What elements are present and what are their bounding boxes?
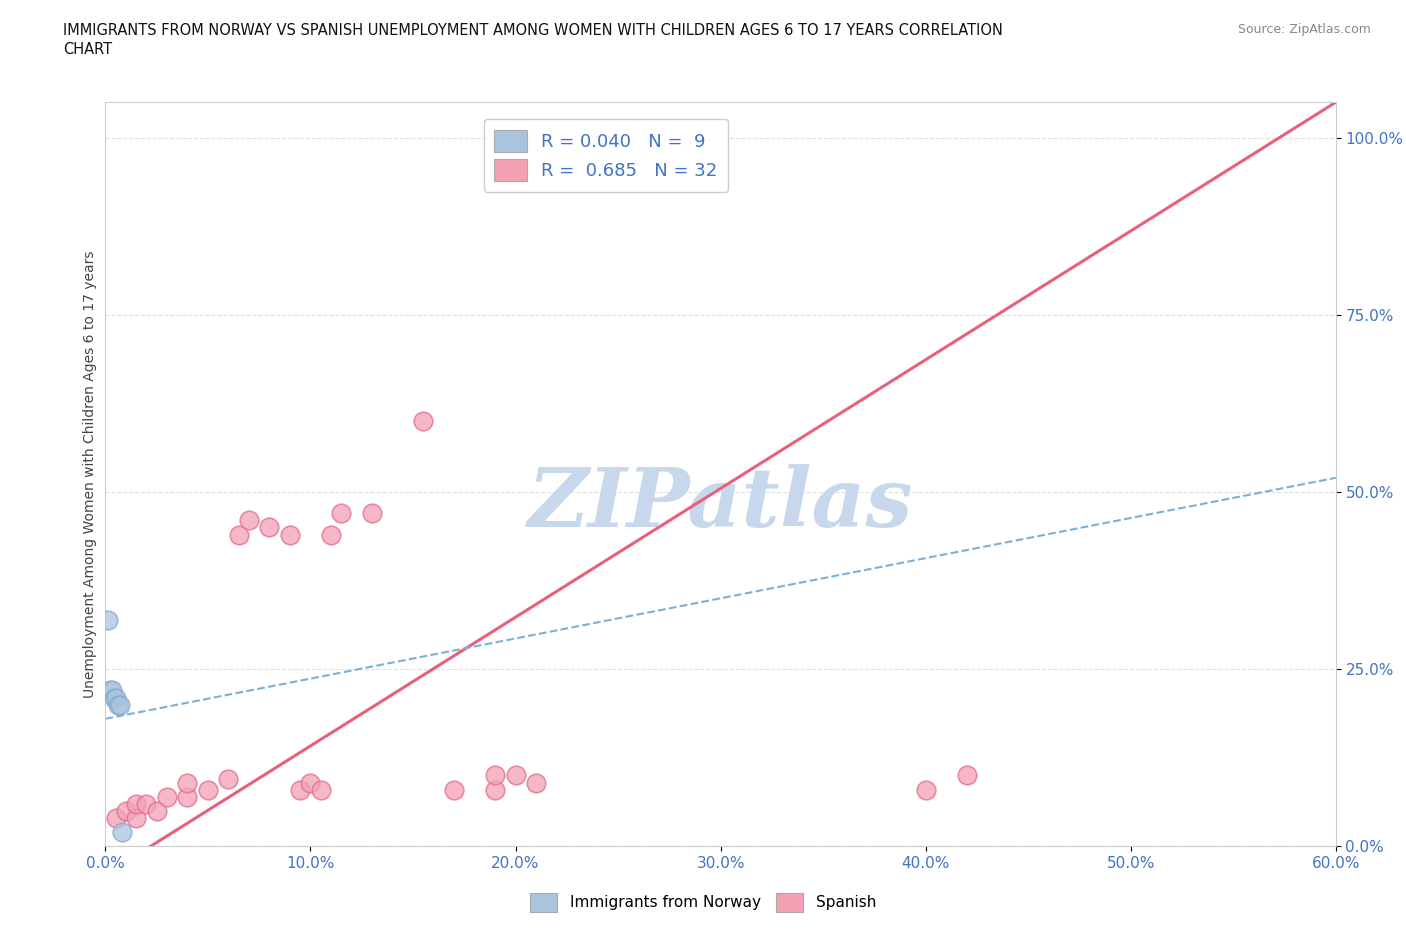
Point bbox=[125, 796, 148, 811]
Point bbox=[107, 698, 129, 712]
Legend: R = 0.040   N =  9, R =  0.685   N = 32: R = 0.040 N = 9, R = 0.685 N = 32 bbox=[484, 119, 728, 192]
Point bbox=[484, 768, 506, 783]
Point bbox=[104, 811, 127, 826]
Point bbox=[309, 782, 332, 797]
Point bbox=[104, 690, 127, 705]
Y-axis label: Unemployment Among Women with Children Ages 6 to 17 years: Unemployment Among Women with Children A… bbox=[83, 250, 97, 698]
Point bbox=[330, 506, 353, 521]
Point bbox=[228, 527, 250, 542]
Point bbox=[484, 782, 506, 797]
Point bbox=[125, 811, 148, 826]
Point bbox=[96, 612, 118, 627]
Text: CHART: CHART bbox=[63, 42, 112, 57]
Point bbox=[115, 804, 138, 818]
Point bbox=[565, 173, 588, 188]
Point bbox=[100, 683, 122, 698]
Point bbox=[505, 768, 527, 783]
Point bbox=[156, 790, 179, 804]
Point bbox=[524, 775, 547, 790]
Point bbox=[197, 782, 219, 797]
Point bbox=[443, 782, 465, 797]
Point bbox=[135, 796, 157, 811]
Point bbox=[914, 782, 936, 797]
Point bbox=[176, 775, 198, 790]
Text: ZIPatlas: ZIPatlas bbox=[527, 464, 914, 544]
Point bbox=[607, 166, 630, 180]
Point bbox=[956, 768, 979, 783]
Point bbox=[299, 775, 322, 790]
Point bbox=[546, 152, 568, 166]
Point bbox=[278, 527, 301, 542]
Point bbox=[238, 513, 260, 528]
Point bbox=[111, 825, 134, 840]
Point bbox=[319, 527, 342, 542]
Point bbox=[98, 683, 121, 698]
Point bbox=[176, 790, 198, 804]
Point bbox=[108, 698, 131, 712]
Point bbox=[103, 690, 125, 705]
Point bbox=[361, 506, 384, 521]
Point bbox=[259, 520, 281, 535]
Text: Source: ZipAtlas.com: Source: ZipAtlas.com bbox=[1237, 23, 1371, 36]
Text: IMMIGRANTS FROM NORWAY VS SPANISH UNEMPLOYMENT AMONG WOMEN WITH CHILDREN AGES 6 : IMMIGRANTS FROM NORWAY VS SPANISH UNEMPL… bbox=[63, 23, 1002, 38]
Point bbox=[412, 414, 434, 429]
Point bbox=[218, 772, 240, 787]
Legend: Immigrants from Norway, Spanish: Immigrants from Norway, Spanish bbox=[524, 887, 882, 918]
Point bbox=[145, 804, 167, 818]
Point bbox=[290, 782, 312, 797]
